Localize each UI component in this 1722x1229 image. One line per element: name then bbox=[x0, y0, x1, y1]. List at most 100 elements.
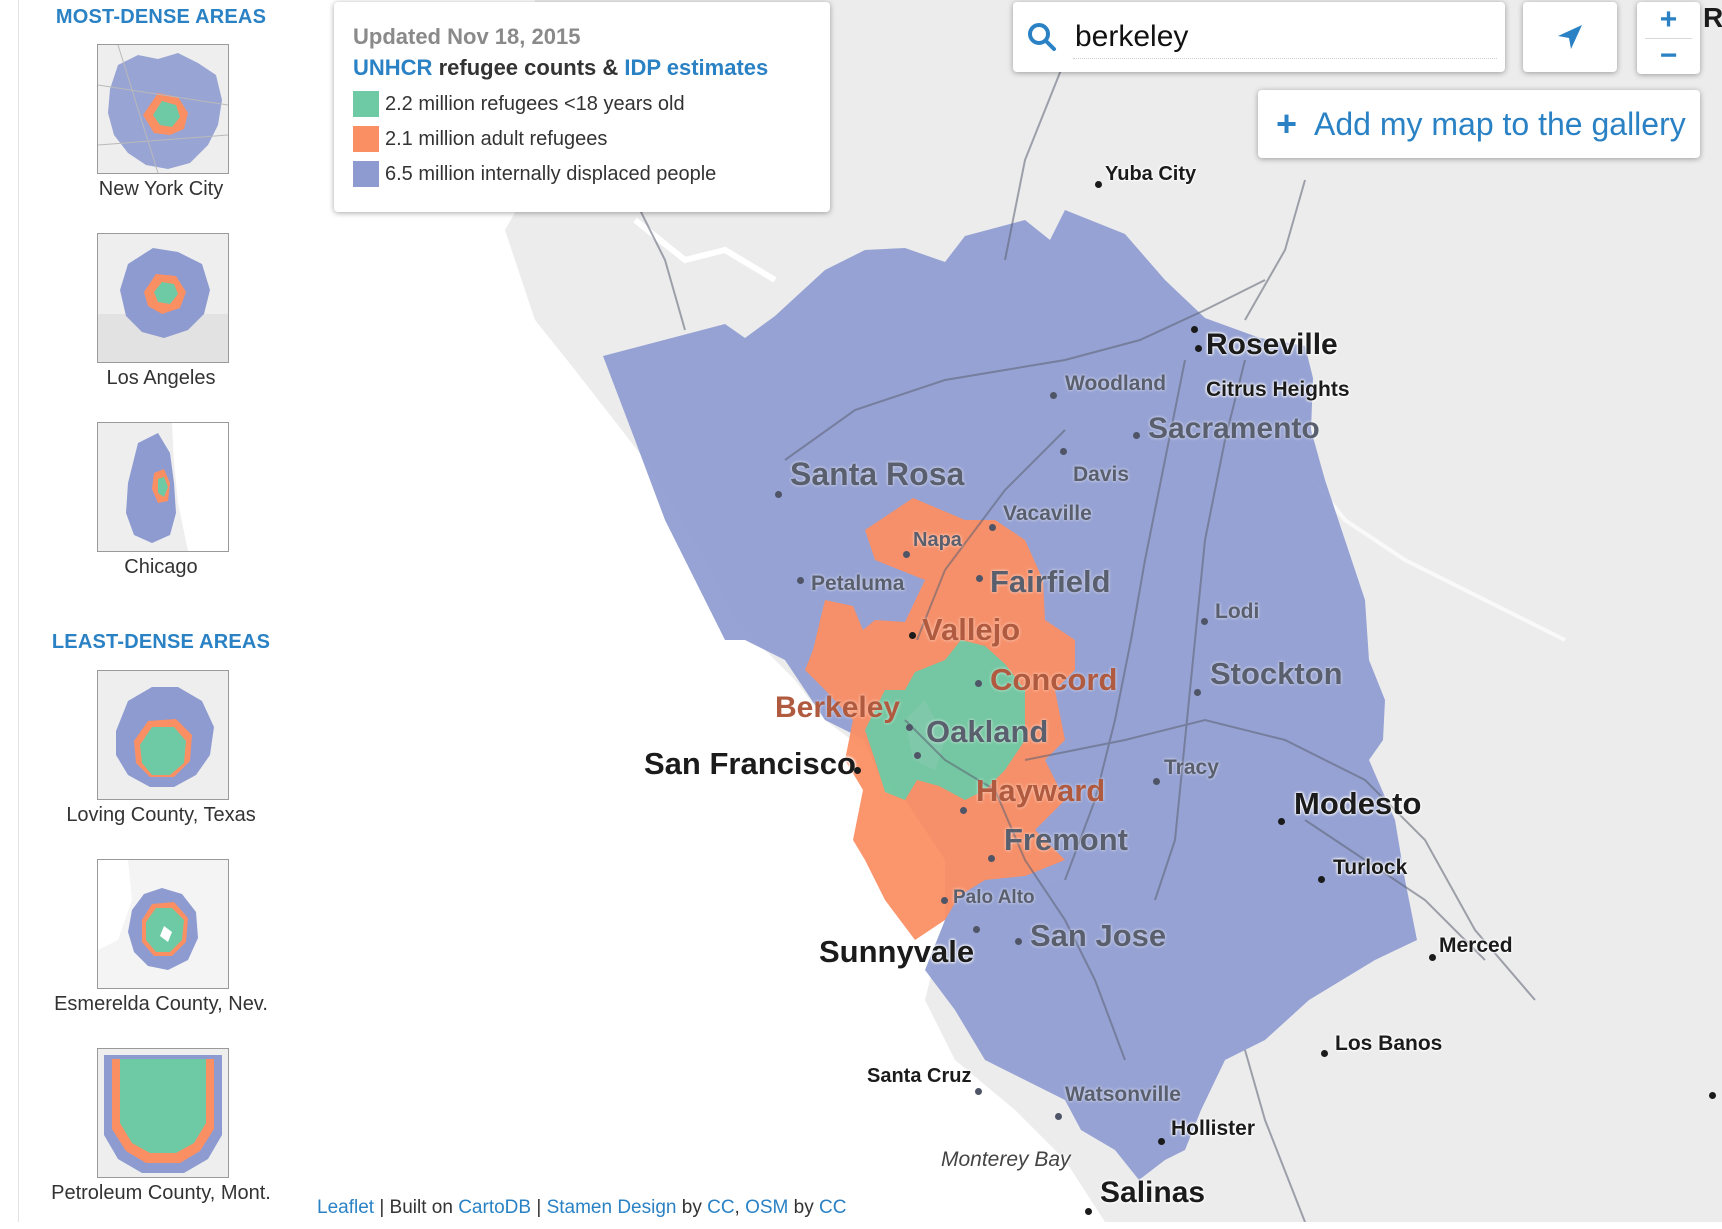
place-label: Palo Alto bbox=[953, 887, 1035, 908]
search-input[interactable] bbox=[1073, 16, 1497, 59]
place-label: Fairfield bbox=[990, 564, 1111, 599]
place-label: Salinas bbox=[1100, 1176, 1206, 1209]
thumbnail-los-angeles[interactable] bbox=[97, 233, 229, 363]
place-label: Hollister bbox=[1171, 1117, 1256, 1140]
place-label: Tracy bbox=[1164, 756, 1219, 779]
place-label: Lodi bbox=[1215, 600, 1260, 623]
city-dot bbox=[1201, 618, 1208, 625]
thumbnail-esmerelda-county[interactable] bbox=[97, 859, 229, 989]
search-icon[interactable] bbox=[1027, 22, 1057, 57]
city-dot bbox=[1429, 954, 1436, 961]
city-dot bbox=[1095, 181, 1102, 188]
plus-icon: + bbox=[1276, 103, 1298, 144]
place-label: Woodland bbox=[1065, 372, 1167, 395]
place-label: Fremont bbox=[1004, 822, 1128, 857]
legend-swatch bbox=[353, 161, 379, 187]
legend-title-text: refugee counts & bbox=[432, 55, 625, 80]
place-label: Petaluma bbox=[811, 572, 905, 595]
place-label: Sunnyvale bbox=[819, 934, 975, 969]
place-label: Turlock bbox=[1333, 856, 1408, 879]
thumbnail-label: Petroleum County, Mont. bbox=[51, 1182, 271, 1204]
updated-date: Updated Nov 18, 2015 bbox=[353, 24, 581, 49]
place-label: Citrus Heights bbox=[1206, 378, 1350, 401]
legend-swatch bbox=[353, 91, 379, 117]
city-dot bbox=[906, 724, 913, 731]
unhcr-link[interactable]: UNHCR bbox=[353, 55, 433, 80]
search-bar bbox=[1013, 2, 1505, 72]
idp-estimates-link[interactable]: IDP estimates bbox=[624, 55, 769, 80]
city-dot bbox=[976, 575, 983, 582]
place-label: Napa bbox=[913, 529, 962, 551]
map-legend: Updated Nov 18, 2015 UNHCR refugee count… bbox=[334, 2, 830, 212]
thumbnail-label: Chicago bbox=[124, 556, 198, 578]
city-dot bbox=[1158, 1138, 1165, 1145]
map-basemap bbox=[305, 0, 1722, 1222]
zoom-in-button[interactable]: + bbox=[1659, 3, 1678, 36]
attribution-text: , bbox=[734, 1197, 746, 1218]
place-label: Roseville bbox=[1206, 328, 1338, 361]
add-to-gallery-button[interactable]: + Add my map to the gallery bbox=[1258, 90, 1700, 158]
city-dot bbox=[914, 752, 921, 759]
cc-link[interactable]: CC bbox=[707, 1197, 735, 1218]
add-to-gallery-label: Add my map to the gallery bbox=[1314, 106, 1686, 142]
city-dot bbox=[941, 897, 948, 904]
city-dot bbox=[1085, 1208, 1092, 1215]
thumbnail-new-york-city[interactable] bbox=[97, 44, 229, 174]
city-dot bbox=[1278, 818, 1285, 825]
place-label: San Jose bbox=[1030, 918, 1167, 953]
place-label: Merced bbox=[1439, 934, 1513, 957]
city-dot bbox=[975, 1088, 982, 1095]
thumbnail-label: Los Angeles bbox=[106, 367, 216, 389]
city-dot bbox=[1321, 1050, 1328, 1057]
place-label: Vallejo bbox=[922, 612, 1021, 647]
city-dot bbox=[1191, 326, 1198, 333]
cc-link[interactable]: CC bbox=[819, 1197, 847, 1218]
corner-text: R bbox=[1703, 2, 1722, 33]
zoom-out-button[interactable]: − bbox=[1659, 39, 1678, 72]
least-dense-heading: LEAST-DENSE AREAS bbox=[51, 631, 271, 653]
map-attribution: Leaflet | Built on CartoDB | Stamen Desi… bbox=[305, 1194, 855, 1222]
leaflet-link[interactable]: Leaflet bbox=[317, 1197, 375, 1218]
city-dot bbox=[1015, 938, 1022, 945]
legend-title: UNHCR refugee counts & IDP estimates bbox=[353, 55, 768, 81]
cartodb-link[interactable]: CartoDB bbox=[458, 1197, 532, 1218]
place-label: Santa Rosa bbox=[790, 456, 965, 492]
city-dot bbox=[973, 926, 980, 933]
thumbnail-loving-county[interactable] bbox=[97, 670, 229, 800]
city-dot bbox=[1050, 392, 1057, 399]
place-label: Vacaville bbox=[1003, 502, 1092, 525]
osm-link[interactable]: OSM bbox=[745, 1197, 789, 1218]
location-arrow-icon bbox=[1556, 23, 1584, 56]
city-dot bbox=[988, 855, 995, 862]
place-label: Hayward bbox=[976, 773, 1106, 808]
attribution-text: by bbox=[788, 1197, 820, 1218]
locate-me-button[interactable] bbox=[1523, 2, 1617, 72]
stamen-link[interactable]: Stamen Design bbox=[546, 1197, 677, 1218]
thumbnail-chicago[interactable] bbox=[97, 422, 229, 552]
place-label: Concord bbox=[990, 662, 1118, 697]
zoom-divider bbox=[1645, 38, 1692, 39]
city-dot bbox=[960, 807, 967, 814]
place-label: Watsonville bbox=[1065, 1083, 1181, 1106]
place-label: San Francisco bbox=[644, 746, 856, 781]
thumbnail-petroleum-county[interactable] bbox=[97, 1048, 229, 1178]
city-dot bbox=[1709, 1092, 1716, 1099]
attribution-text: | bbox=[531, 1197, 547, 1218]
city-dot bbox=[1060, 448, 1067, 455]
place-label: Berkeley bbox=[775, 691, 901, 724]
thumbnail-label: New York City bbox=[98, 178, 224, 200]
zoom-control: + − bbox=[1637, 2, 1700, 74]
place-label: Los Banos bbox=[1335, 1032, 1443, 1055]
gallery-sidebar: MOST-DENSE AREAS New York City Los Angel… bbox=[18, 0, 303, 1222]
place-label: Yuba City bbox=[1105, 163, 1197, 185]
city-dot bbox=[1153, 778, 1160, 785]
city-dot bbox=[1133, 432, 1140, 439]
attribution-text: by bbox=[676, 1197, 708, 1218]
place-label: Monterey Bay bbox=[941, 1148, 1071, 1171]
city-dot bbox=[1194, 689, 1201, 696]
place-label: Sacramento bbox=[1148, 412, 1320, 445]
place-label: Santa Cruz bbox=[867, 1065, 972, 1087]
city-dot bbox=[1318, 876, 1325, 883]
legend-label: 2.1 million adult refugees bbox=[385, 128, 608, 150]
place-label: Modesto bbox=[1294, 786, 1422, 821]
